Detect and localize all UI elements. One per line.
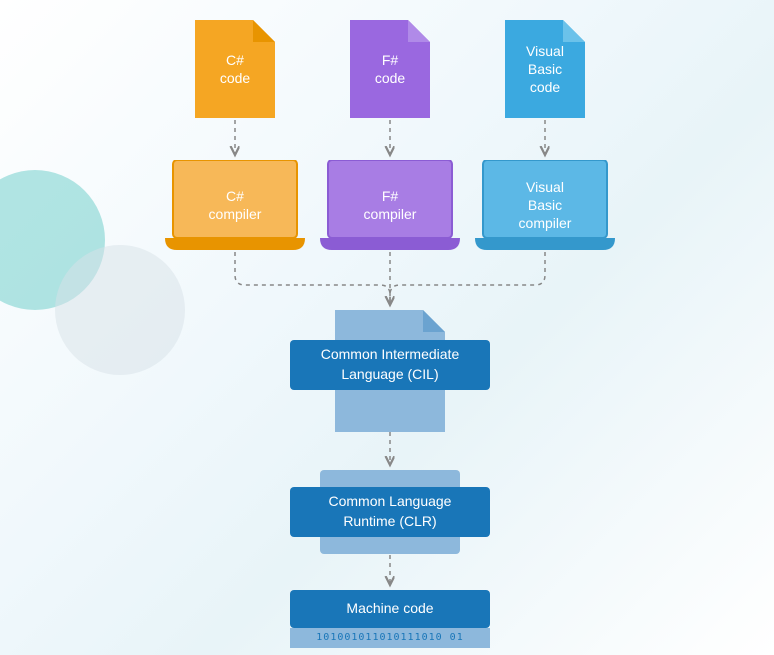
arrows-layer bbox=[0, 0, 774, 655]
compiler-vb-label: VisualBasiccompiler bbox=[519, 178, 572, 233]
file-vb-label: VisualBasiccode bbox=[526, 42, 564, 97]
compiler-fsharp-label: F#compiler bbox=[364, 187, 417, 223]
file-fsharp-label: F#code bbox=[375, 51, 405, 87]
cil-label: Common IntermediateLanguage (CIL) bbox=[290, 340, 490, 390]
compiler-csharp-label: C#compiler bbox=[209, 187, 262, 223]
clr-label: Common LanguageRuntime (CLR) bbox=[290, 487, 490, 537]
file-csharp-label: C#code bbox=[220, 51, 250, 87]
machine-code-label: Machine code bbox=[290, 590, 490, 628]
